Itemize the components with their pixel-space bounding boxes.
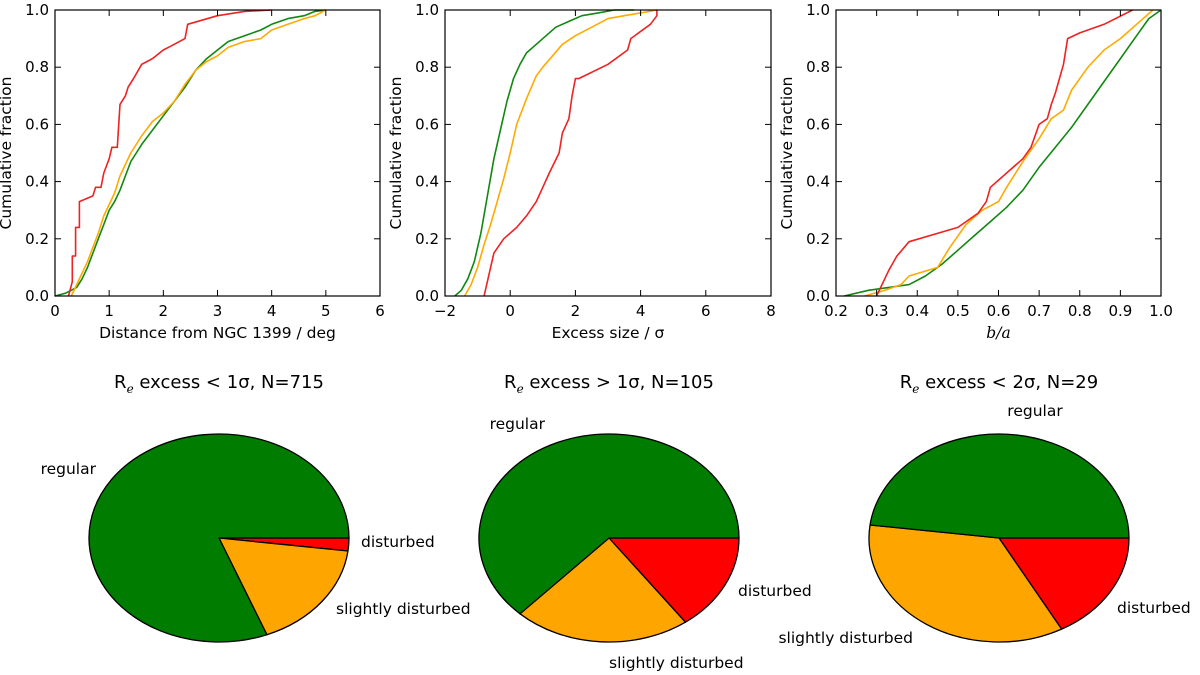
y-tick-label: 0.4	[25, 173, 49, 191]
x-tick-label: 0.5	[946, 302, 970, 320]
pie-title: Re excess < 2σ, N=29	[900, 372, 1098, 396]
cdf-excess-size-chart: −2 0 2 4 6 8 0.0 0.2 0.4 0.6 0.8 1.0 Excess size / σ…	[387, 1, 776, 342]
y-axis-label: Cumulative fraction	[0, 77, 15, 230]
x-tick-label: 0	[50, 302, 60, 320]
series-line-regular	[454, 9, 635, 297]
y-tick-label: 0.6	[806, 115, 830, 133]
y-tick-label: 0.4	[806, 173, 830, 191]
x-tick-label: −2	[434, 302, 456, 320]
y-tick-label: 1.0	[415, 1, 439, 19]
series-line-disturbed	[875, 9, 1133, 297]
y-tick-label: 0.8	[25, 58, 49, 76]
series-line-slightly-disturbed	[463, 9, 658, 297]
x-tick-label: 4	[267, 302, 277, 320]
series-line-slightly-disturbed	[864, 9, 1154, 297]
pie-title-subscript: e	[517, 382, 524, 396]
series-line-disturbed	[483, 10, 658, 297]
x-tick-label: 0.9	[1108, 302, 1132, 320]
x-tick-label: 0.7	[1027, 302, 1051, 320]
plot-frame	[444, 9, 772, 297]
y-tick-label: 1.0	[25, 1, 49, 19]
pie-label-regular: regular	[490, 415, 546, 433]
x-tick-label: 3	[213, 302, 223, 320]
x-tick-label: 5	[321, 302, 331, 320]
pie-label-slightly-disturbed: slightly disturbed	[336, 600, 471, 618]
x-axis-label: Excess size / σ	[552, 324, 665, 342]
pie-label-regular: regular	[1007, 402, 1063, 420]
x-tick-label: 1.0	[1149, 302, 1173, 320]
plot-frame	[835, 9, 1162, 297]
cdf-distance-chart: 0 1 2 3 4 5 6 0.0 0.2 0.4 0.6 0.8 1.0 Distance from N…	[0, 1, 385, 342]
y-tick-label: 0.2	[25, 230, 49, 248]
y-tick-label: 0.8	[415, 58, 439, 76]
y-tick-label: 0.4	[415, 173, 439, 191]
x-tick-label: 0.2	[824, 302, 848, 320]
y-tick-label: 0.8	[806, 58, 830, 76]
pie-excess-lt-2sigma: disturbed slightly disturbed regular Re exc…	[778, 372, 1190, 647]
y-tick-label: 0.0	[415, 287, 439, 305]
x-tick-label: 0	[505, 302, 515, 320]
pie-slice-disturbed	[608, 537, 740, 623]
x-tick-label: 2	[571, 302, 581, 320]
pie-slice-disturbed	[998, 537, 1130, 630]
pie-slice-regular	[869, 433, 1130, 539]
y-tick-label: 0.6	[25, 115, 49, 133]
x-tick-label: 0.3	[865, 302, 889, 320]
series-line-regular	[54, 9, 326, 297]
pie-title-symbol: R	[504, 372, 517, 393]
pie-label-slightly-disturbed: slightly disturbed	[609, 654, 744, 672]
pie-label-disturbed: disturbed	[738, 582, 812, 600]
pie-title: Re excess < 1σ, N=715	[114, 372, 324, 396]
x-axis-label: b/a	[986, 324, 1010, 342]
pie-slice-slightly-disturbed	[868, 524, 1063, 643]
x-tick-label: 6	[701, 302, 711, 320]
series-line-disturbed	[67, 9, 272, 297]
y-tick-label: 0.0	[25, 287, 49, 305]
y-tick-label: 0.0	[806, 287, 830, 305]
pie-slice-regular	[88, 433, 350, 643]
x-tick-label: 1	[104, 302, 114, 320]
pie-title-text: excess < 1σ, N=715	[134, 372, 324, 393]
cdf-axis-ratio-chart: 0.2 0.3 0.4 0.5 0.6 0.7 0.8 0.9 1.00.00.20.40.60…	[778, 1, 1173, 342]
pie-slice-regular	[478, 433, 740, 615]
series-line-regular	[843, 9, 1162, 297]
pie-slice-slightly-disturbed	[218, 537, 349, 636]
y-tick-label: 1.0	[806, 1, 830, 19]
x-tick-label: 0.4	[905, 302, 929, 320]
plot-frame	[54, 9, 381, 297]
y-axis-label: Cumulative fraction	[778, 77, 796, 230]
pie-title-text: excess > 1σ, N=105	[524, 372, 714, 393]
x-tick-label: 8	[766, 302, 776, 320]
x-tick-label: 2	[159, 302, 169, 320]
pie-title-symbol: R	[900, 372, 913, 393]
pie-title-subscript: e	[127, 382, 134, 396]
pie-label-slightly-disturbed: slightly disturbed	[778, 629, 913, 647]
pie-slice-slightly-disturbed	[519, 537, 687, 643]
pie-title: Re excess > 1σ, N=105	[504, 372, 714, 396]
y-axis-label: Cumulative fraction	[387, 77, 405, 230]
pie-excess-lt-1sigma: disturbed slightly disturbed regular Re exc…	[41, 372, 471, 643]
y-tick-label: 0.6	[415, 115, 439, 133]
series-line-slightly-disturbed	[70, 9, 327, 297]
pie-title-text: excess < 2σ, N=29	[919, 372, 1098, 393]
y-tick-label: 0.2	[806, 230, 830, 248]
y-tick-label: 0.2	[415, 230, 439, 248]
pie-title-symbol: R	[114, 372, 127, 393]
x-tick-label: 0.6	[987, 302, 1011, 320]
x-tick-label: 0.8	[1068, 302, 1092, 320]
pie-title-subscript: e	[912, 382, 919, 396]
pie-label-disturbed: disturbed	[1117, 599, 1191, 617]
pie-label-regular: regular	[41, 460, 97, 478]
pie-label-disturbed: disturbed	[361, 533, 435, 551]
x-tick-label: 4	[636, 302, 646, 320]
x-tick-label: 6	[375, 302, 385, 320]
pie-excess-gt-1sigma: disturbed slightly disturbed regular Re exc…	[478, 372, 812, 672]
x-axis-label: Distance from NGC 1399 / deg	[99, 324, 336, 342]
